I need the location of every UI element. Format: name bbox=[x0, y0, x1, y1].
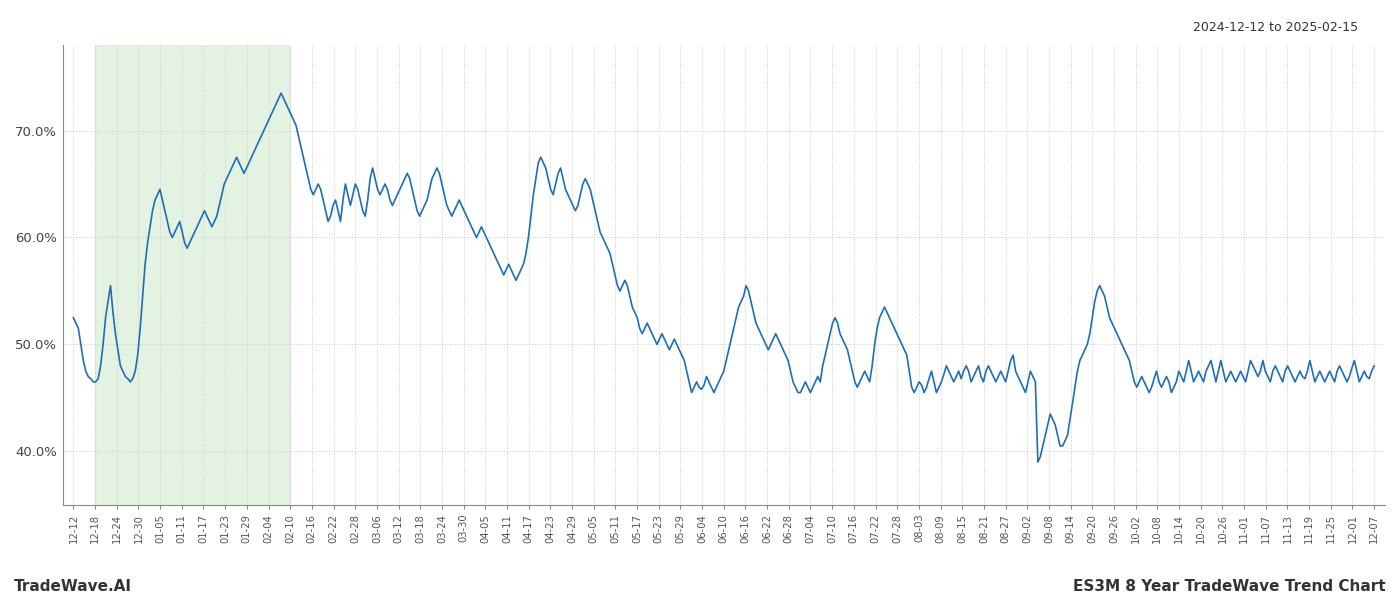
Text: 2024-12-12 to 2025-02-15: 2024-12-12 to 2025-02-15 bbox=[1193, 21, 1358, 34]
Text: TradeWave.AI: TradeWave.AI bbox=[14, 579, 132, 594]
Bar bbox=[95, 45, 290, 505]
Text: ES3M 8 Year TradeWave Trend Chart: ES3M 8 Year TradeWave Trend Chart bbox=[1074, 579, 1386, 594]
